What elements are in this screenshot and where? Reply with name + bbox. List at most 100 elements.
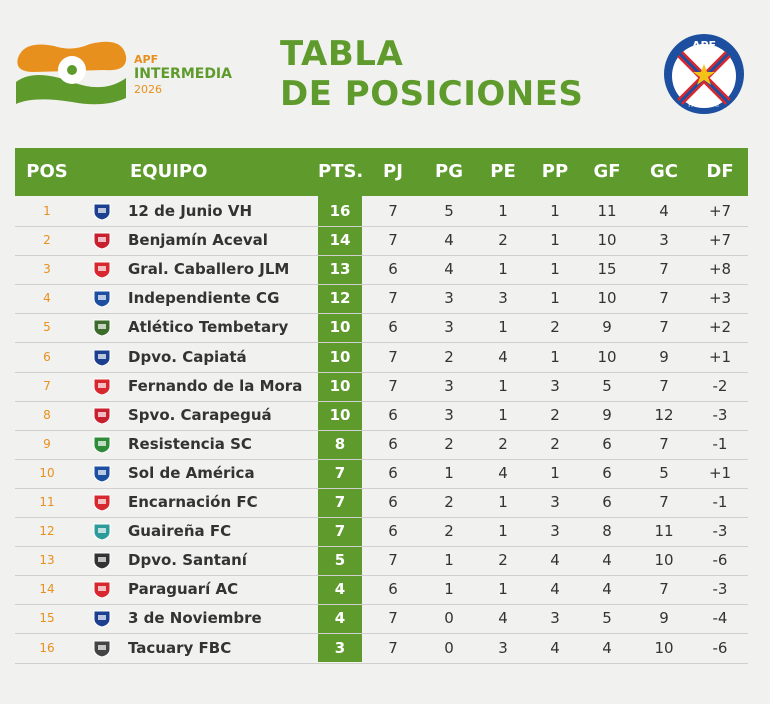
stat: 7 (659, 580, 669, 599)
stat: 6 (388, 493, 398, 511)
stat: 7 (388, 347, 398, 366)
position: 9 (43, 436, 51, 451)
stat: 7 (388, 551, 398, 570)
stat: -6 (712, 638, 728, 657)
stat: +7 (708, 202, 732, 220)
table-row: 12 Guaireña FC 7 6 2 1 3 8 11 -3 (15, 517, 748, 548)
title-line: TABLA (280, 34, 404, 74)
stat: 1 (498, 522, 508, 541)
title: TABLA DE POSICIONES (280, 34, 583, 114)
stat: -3 (712, 522, 728, 541)
stat: +7 (708, 231, 732, 250)
stat: 1 (550, 289, 560, 308)
stat: 4 (550, 551, 560, 570)
stat: 4 (334, 580, 346, 599)
team-name: Gral. Caballero JLM (128, 260, 290, 279)
stat: 4 (444, 231, 454, 250)
stat: 9 (659, 609, 669, 628)
team-logo (92, 551, 112, 570)
position: 11 (39, 495, 55, 509)
brand-logo (16, 41, 127, 105)
stat: 6 (388, 522, 398, 541)
stat: 7 (334, 522, 346, 541)
position: 3 (43, 262, 51, 277)
table-header: POS EQUIPO PTS. PJ PG PE PP GF GC DF (15, 148, 748, 196)
stat: -3 (712, 405, 728, 424)
team-name: Guaireña FC (128, 522, 232, 541)
position: 2 (43, 233, 51, 248)
brand: APF INTERMEDIA 2026 (134, 52, 232, 97)
stat: 3 (444, 405, 454, 424)
stat: 4 (334, 609, 346, 628)
stat: 2 (550, 434, 560, 453)
stat: +2 (708, 318, 732, 337)
table-row: 3 Gral. Caballero JLM 13 6 4 1 1 15 7 +8 (15, 255, 748, 286)
stat: 4 (602, 551, 612, 570)
table-row: 9 Resistencia SC 8 6 2 2 2 6 7 -1 (15, 430, 748, 460)
stat: 4 (498, 609, 508, 628)
stat: 4 (602, 580, 612, 599)
stat: 7 (659, 318, 669, 337)
team-name: Sol de América (128, 463, 255, 482)
team-logo (92, 639, 112, 658)
stat: 7 (659, 260, 669, 279)
position: 1 (43, 204, 51, 218)
stat: 3 (334, 638, 346, 657)
stat: 3 (498, 638, 508, 657)
column-header: PE (490, 161, 516, 182)
team-logo (92, 202, 112, 221)
title-line: DE POSICIONES (280, 74, 584, 114)
team-name: Fernando de la Mora (128, 376, 303, 395)
stat: -2 (712, 376, 728, 395)
team-logo (92, 464, 112, 483)
stat: 1 (498, 260, 508, 279)
stat: 12 (329, 289, 351, 308)
position: 16 (39, 640, 55, 655)
stat: +1 (708, 347, 732, 366)
stat: 7 (388, 202, 398, 220)
team-logo (92, 318, 112, 337)
points-column (318, 196, 362, 662)
team-logo (92, 406, 112, 425)
stat: 6 (388, 318, 398, 337)
stat: +8 (708, 260, 732, 279)
team-logo (92, 289, 112, 308)
stat: 11 (654, 522, 674, 541)
stat: 1 (498, 405, 508, 424)
stat: 2 (498, 551, 508, 570)
position: 8 (43, 407, 51, 422)
team-logo (92, 609, 112, 628)
team-logo (92, 435, 112, 454)
stat: 1 (498, 493, 508, 511)
column-header: PP (541, 161, 569, 182)
stat: 4 (602, 638, 612, 657)
team-logo (92, 522, 112, 541)
team-name: 3 de Noviembre (128, 609, 262, 628)
stat: 3 (444, 376, 454, 395)
stat: 10 (597, 289, 617, 308)
column-header: POS (26, 161, 68, 182)
stat: 7 (334, 463, 346, 482)
stat: 4 (444, 260, 454, 279)
stat: 4 (550, 580, 560, 599)
stat: 0 (444, 609, 454, 628)
stat: -1 (712, 493, 728, 511)
stat: 10 (329, 376, 351, 395)
team-name: Atlético Tembetary (128, 318, 289, 337)
team-name: Resistencia SC (128, 434, 252, 453)
stat: 6 (602, 434, 612, 453)
position: 14 (39, 582, 55, 597)
stat: 7 (388, 376, 398, 395)
stat: 1 (444, 463, 454, 482)
stat: 7 (388, 231, 398, 250)
stat: 3 (444, 318, 454, 337)
team-name: Encarnación FC (128, 493, 258, 511)
brand-line: 2026 (134, 83, 162, 96)
stat: 2 (550, 318, 560, 337)
stat: 1 (498, 376, 508, 395)
stat: 10 (597, 347, 617, 366)
stat: 13 (329, 260, 351, 279)
stat: 1 (550, 260, 560, 279)
stat: 6 (602, 463, 612, 482)
